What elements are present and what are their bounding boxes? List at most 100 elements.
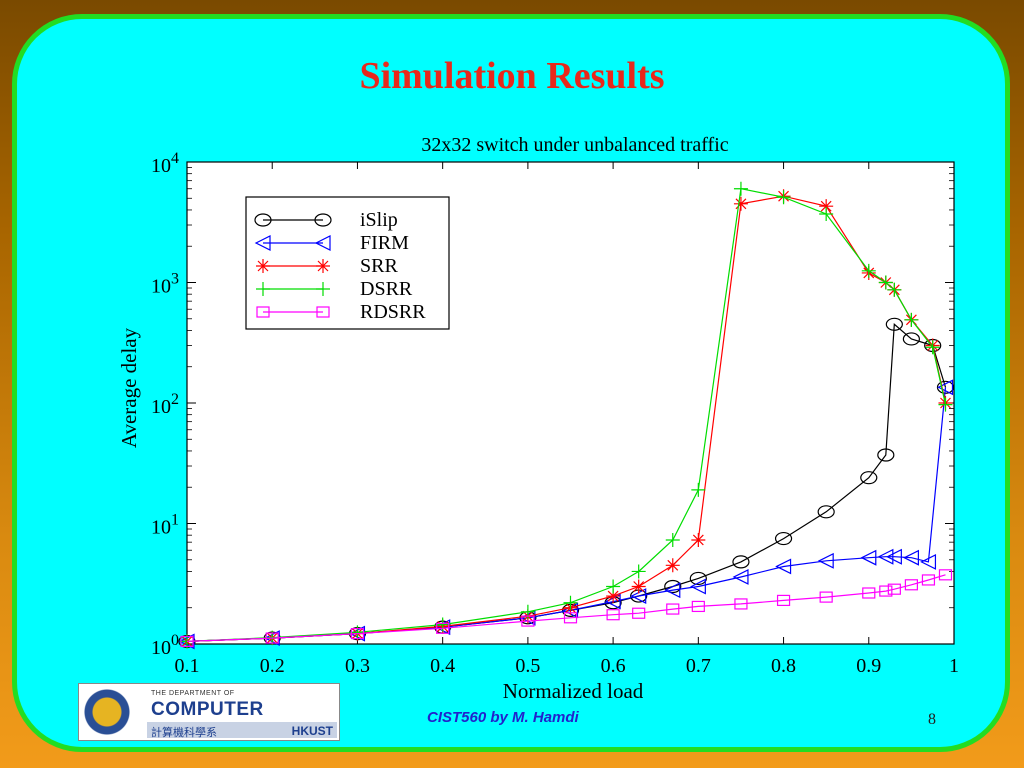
x-tick-label: 0.7 bbox=[686, 655, 711, 677]
x-tick-label: 1 bbox=[949, 655, 959, 677]
x-tick-label: 0.6 bbox=[601, 655, 626, 677]
data-point-plus bbox=[733, 181, 748, 196]
data-point-triangle bbox=[886, 548, 902, 565]
y-tick-label: 100 bbox=[151, 632, 179, 659]
x-tick-label: 0.3 bbox=[345, 655, 370, 677]
data-point-square bbox=[904, 579, 918, 591]
x-tick-label: 0.4 bbox=[430, 655, 455, 677]
data-point-circle bbox=[314, 213, 332, 227]
data-point-plus bbox=[606, 579, 621, 594]
data-point-square bbox=[819, 591, 833, 603]
data-point-square bbox=[734, 598, 748, 610]
slide-title: Simulation Results bbox=[359, 55, 665, 97]
data-point-star bbox=[819, 199, 834, 214]
data-point-triangle bbox=[877, 548, 894, 565]
data-point-circle bbox=[664, 579, 682, 594]
data-point-square bbox=[606, 609, 620, 621]
data-point-square bbox=[776, 594, 791, 607]
data-point-triangle bbox=[732, 568, 749, 585]
data-point-square bbox=[921, 574, 936, 586]
data-point-square bbox=[265, 632, 279, 644]
department-logo: THE DEPARTMENT OF COMPUTER SCIENCE 計算機科學… bbox=[78, 683, 340, 742]
x-tick-label: 0.5 bbox=[515, 655, 540, 677]
x-tick-label: 0.9 bbox=[856, 655, 881, 677]
data-point-plus bbox=[819, 207, 834, 222]
data-point-square bbox=[350, 627, 365, 640]
x-tick-label: 0.1 bbox=[175, 655, 200, 677]
data-point-triangle bbox=[903, 549, 919, 566]
data-point-star bbox=[631, 579, 646, 594]
data-point-plus bbox=[938, 397, 953, 412]
data-point-circle bbox=[774, 531, 793, 546]
data-point-triangle bbox=[920, 553, 937, 570]
data-point-plus bbox=[904, 312, 919, 327]
page-number: 8 bbox=[928, 711, 936, 728]
x-tick-label: 0.8 bbox=[771, 655, 796, 677]
legend-item-firm: FIRM bbox=[254, 232, 409, 254]
legend-label: DSRR bbox=[360, 278, 413, 300]
legend-label: SRR bbox=[360, 255, 398, 277]
data-point-plus bbox=[887, 282, 902, 297]
data-point-square bbox=[316, 306, 330, 318]
data-point-circle bbox=[877, 448, 895, 462]
data-point-star bbox=[256, 259, 270, 273]
data-point-circle bbox=[689, 571, 707, 586]
logo-bar bbox=[147, 722, 337, 738]
x-tick-label: 0.2 bbox=[260, 655, 285, 677]
data-point-triangle bbox=[860, 549, 877, 566]
data-point-square bbox=[879, 585, 893, 597]
data-point-plus bbox=[691, 482, 706, 497]
data-point-plus bbox=[776, 190, 791, 205]
data-point-square bbox=[436, 622, 450, 634]
data-point-plus bbox=[861, 263, 876, 278]
data-point-triangle bbox=[664, 582, 681, 599]
data-point-plus bbox=[256, 282, 270, 296]
data-point-star bbox=[733, 196, 748, 211]
series-rdsrr bbox=[180, 569, 953, 648]
data-point-square bbox=[521, 615, 535, 627]
y-tick-label: 102 bbox=[151, 391, 179, 418]
logo-university: HKUST bbox=[291, 724, 333, 738]
y-tick-label: 104 bbox=[151, 150, 179, 177]
data-point-plus bbox=[316, 282, 330, 296]
data-point-triangle bbox=[775, 558, 792, 575]
data-point-triangle bbox=[254, 235, 271, 251]
data-point-triangle bbox=[937, 379, 954, 396]
legend-item-islip: iSlip bbox=[254, 209, 398, 231]
data-point-triangle bbox=[689, 578, 706, 595]
data-point-star bbox=[606, 589, 621, 604]
data-point-triangle bbox=[817, 552, 834, 569]
data-point-circle bbox=[860, 471, 878, 485]
data-point-plus bbox=[435, 617, 450, 632]
data-point-square bbox=[666, 603, 680, 615]
y-tick-label: 101 bbox=[151, 512, 179, 539]
legend-label: FIRM bbox=[360, 232, 409, 254]
data-point-plus bbox=[563, 595, 578, 610]
legend-label: iSlip bbox=[360, 209, 398, 231]
data-point-square bbox=[862, 587, 876, 599]
legend-item-srr: SRR bbox=[256, 255, 398, 277]
slide-footer: CIST560 by M. Hamdi bbox=[427, 709, 579, 726]
data-point-circle bbox=[885, 317, 903, 331]
data-point-plus bbox=[350, 625, 365, 640]
data-point-plus bbox=[665, 532, 680, 547]
data-point-square bbox=[180, 635, 194, 648]
data-point-square bbox=[691, 600, 705, 613]
legend-item-dsrr: DSRR bbox=[256, 278, 413, 300]
data-point-star bbox=[691, 532, 706, 547]
legend-item-rdsrr: RDSRR bbox=[256, 301, 426, 323]
y-axis-label: Average delay bbox=[117, 327, 141, 448]
data-point-plus bbox=[925, 340, 940, 355]
logo-emblem-icon bbox=[83, 688, 143, 736]
y-tick-label: 103 bbox=[151, 271, 179, 298]
data-point-star bbox=[665, 558, 680, 573]
chart-title: 32x32 switch under unbalanced traffic bbox=[421, 134, 728, 156]
logo-chinese: 計算機科學系 bbox=[151, 726, 217, 739]
legend-box bbox=[245, 196, 450, 330]
data-point-circle bbox=[902, 332, 920, 346]
x-axis-label: Normalized load bbox=[503, 679, 644, 703]
data-point-square bbox=[563, 612, 578, 624]
data-point-circle bbox=[254, 213, 272, 227]
data-point-square bbox=[938, 569, 953, 581]
